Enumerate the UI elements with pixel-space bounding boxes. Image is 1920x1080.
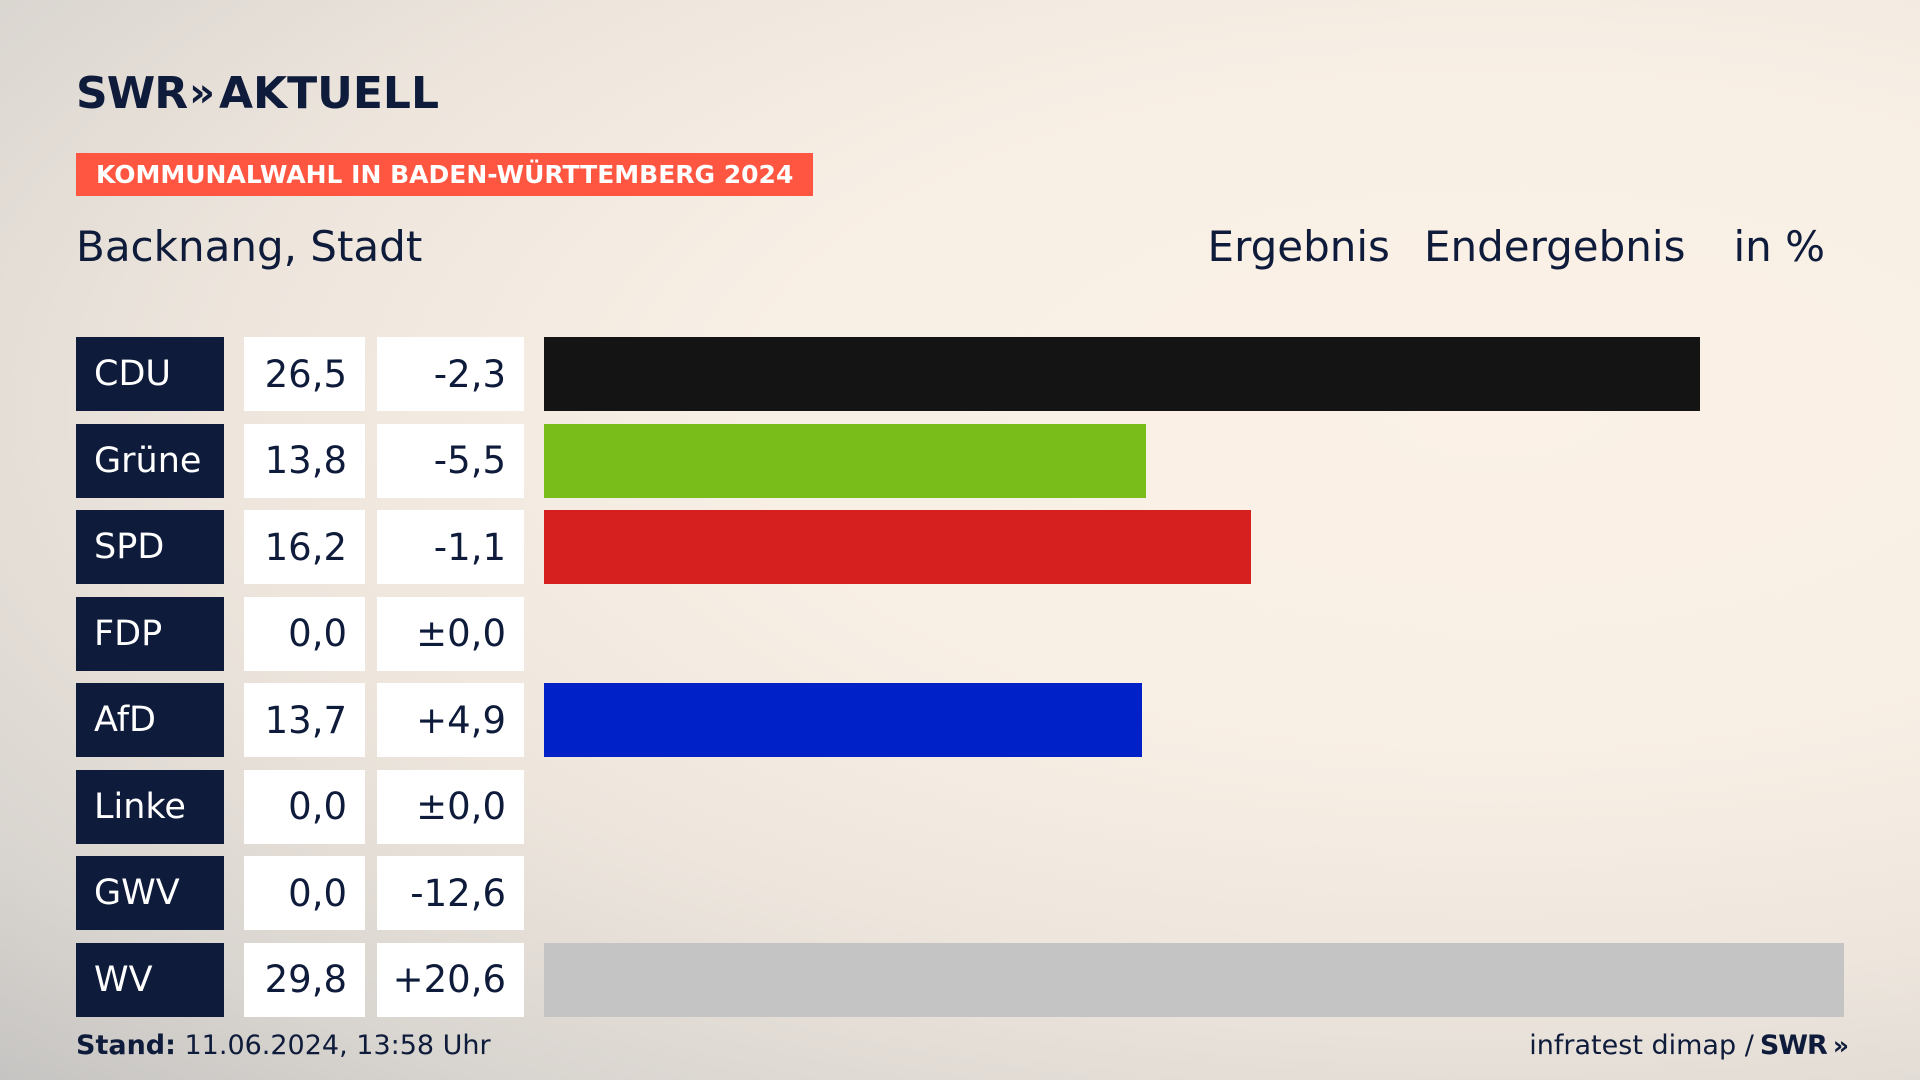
stand-label: Stand: <box>76 1030 176 1061</box>
result-diff: -12,6 <box>377 856 524 930</box>
logo-chevron-icon: » <box>189 70 215 116</box>
header-unit: in % <box>1733 222 1825 271</box>
result-bar <box>544 942 1844 1017</box>
footer-swr-logo: SWR <box>1759 1030 1828 1061</box>
source-text: infratest dimap / <box>1529 1030 1754 1061</box>
stand-value: 11.06.2024, 13:58 Uhr <box>175 1030 491 1061</box>
result-value: 13,8 <box>244 423 365 498</box>
result-value: 0,0 <box>244 596 365 671</box>
result-diff: -2,3 <box>377 337 524 411</box>
party-label: FDP <box>76 596 224 671</box>
result-diff: -1,1 <box>377 510 524 584</box>
party-label: WV <box>76 942 224 1017</box>
footer-source: infratest dimap / SWR» <box>1529 1030 1849 1061</box>
result-bar <box>544 423 1146 498</box>
swr-aktuell-logo: SWR » AKTUELL <box>76 66 439 120</box>
header-status: Endergebnis <box>1423 222 1686 271</box>
party-label: CDU <box>76 337 224 411</box>
party-label: Grüne <box>76 423 224 498</box>
place-title: Backnang, Stadt <box>76 222 423 271</box>
logo-swr-text: SWR <box>76 67 188 119</box>
party-label: AfD <box>76 683 224 757</box>
result-value: 0,0 <box>244 769 365 844</box>
result-value: 13,7 <box>244 683 365 757</box>
result-diff: +4,9 <box>377 683 524 757</box>
header-result: Ergebnis <box>1207 222 1390 271</box>
result-bar <box>544 510 1251 584</box>
result-bar <box>544 683 1142 757</box>
result-value: 16,2 <box>244 510 365 584</box>
party-label: GWV <box>76 856 224 930</box>
result-diff: ±0,0 <box>377 596 524 671</box>
party-label: SPD <box>76 510 224 584</box>
result-bar <box>544 337 1701 411</box>
result-diff: ±0,0 <box>377 769 524 844</box>
logo-aktuell-text: AKTUELL <box>218 67 439 119</box>
result-value: 26,5 <box>244 337 365 411</box>
party-label: Linke <box>76 769 224 844</box>
result-diff: +20,6 <box>377 942 524 1017</box>
column-headers: Ergebnis Endergebnis in % <box>1208 222 1825 271</box>
result-value: 29,8 <box>244 942 365 1017</box>
footer-timestamp: Stand: 11.06.2024, 13:58 Uhr <box>76 1030 491 1061</box>
footer-chevron-icon: » <box>1832 1031 1849 1060</box>
result-value: 0,0 <box>244 856 365 930</box>
result-diff: -5,5 <box>377 423 524 498</box>
election-banner: KOMMUNALWAHL IN BADEN-WÜRTTEMBERG 2024 <box>76 153 814 196</box>
